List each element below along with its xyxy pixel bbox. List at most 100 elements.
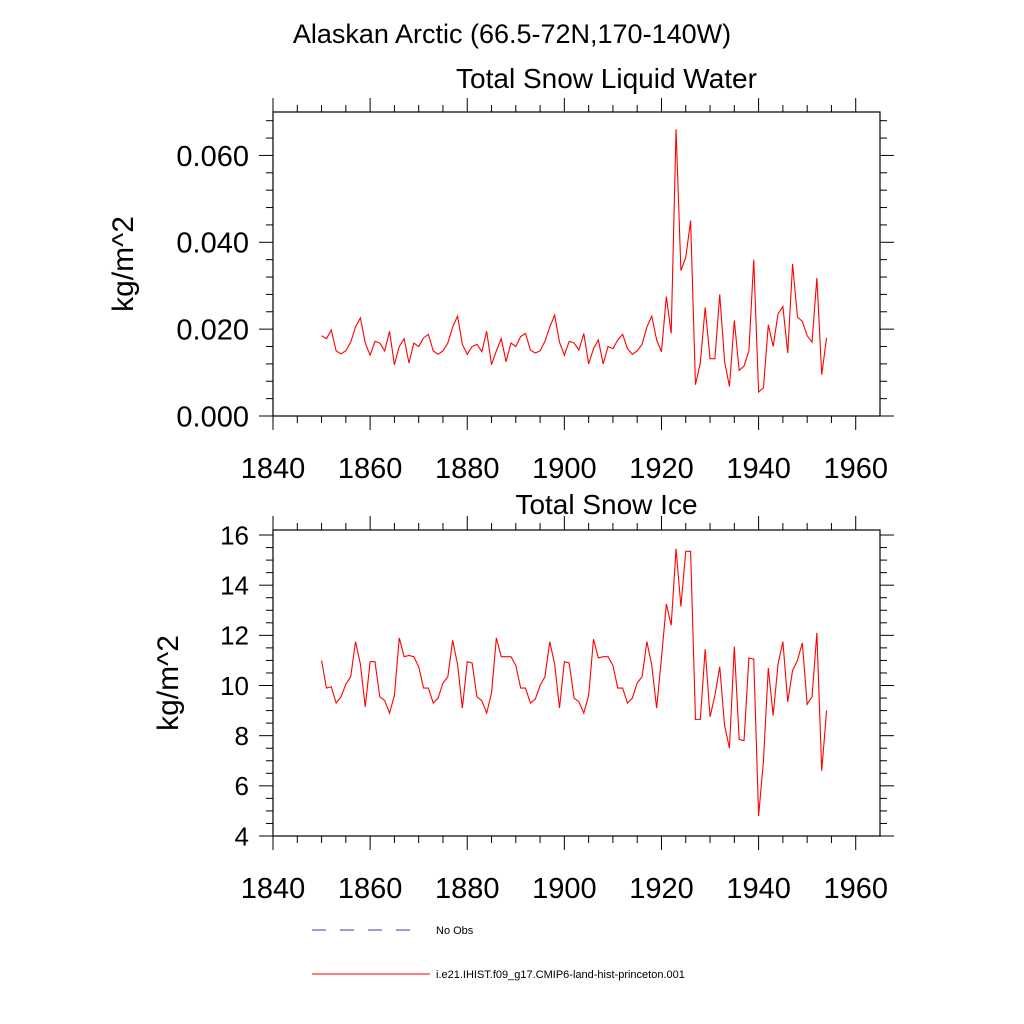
data-point [763,760,764,761]
data-point [768,324,769,325]
y-tick-label: 0.060 [176,141,249,173]
data-point [467,354,468,355]
data-point [569,662,570,663]
data-point [641,676,642,677]
data-point [719,294,720,295]
data-point [690,220,691,221]
data-point [709,358,710,359]
data-point [607,656,608,657]
data-point [355,641,356,642]
data-point [802,642,803,643]
data-point [787,352,788,353]
x-tick-label: 1860 [338,453,403,485]
data-point [675,548,676,549]
data-point [404,656,405,657]
data-point [583,712,584,713]
data-point [476,344,477,345]
data-point [729,748,730,749]
data-point [525,687,526,688]
legend-no-obs-label: No Obs [436,925,474,937]
data-point [734,320,735,321]
data-point [350,676,351,677]
data-point [554,315,555,316]
data-point [695,719,696,720]
data-point [593,639,594,640]
data-point [578,701,579,702]
data-point [777,664,778,665]
data-point [384,700,385,701]
data-point [598,339,599,340]
data-point [782,641,783,642]
data-point [345,684,346,685]
data-point [656,339,657,340]
data-point [549,641,550,642]
data-point [588,363,589,364]
figure-title: Alaskan Arctic (66.5-72N,170-140W) [293,19,731,49]
data-point [389,712,390,713]
data-point [743,740,744,741]
data-point [433,350,434,351]
data-point [724,725,725,726]
data-point [539,350,540,351]
data-point [331,329,332,330]
data-point [748,350,749,351]
data-point [782,306,783,307]
y-tick-label: 6 [235,771,249,801]
data-point [661,657,662,658]
data-point [627,348,628,349]
data-point [758,815,759,816]
data-point [637,682,638,683]
data-point [651,316,652,317]
data-point [496,350,497,351]
data-point [360,664,361,665]
data-point [564,355,565,356]
data-point [603,363,604,364]
y-axis-label: kg/m^2 [152,635,185,731]
data-point [331,686,332,687]
data-point [340,353,341,354]
data-point [826,337,827,338]
data-point [374,341,375,342]
data-point [447,676,448,677]
y-tick-label: 12 [220,621,249,651]
data-point [792,263,793,264]
data-point [714,358,715,359]
data-point [496,637,497,638]
data-point [603,656,604,657]
chart-panel-snow-ice: Total Snow Ice kg/m^2 1840 1860 1880 1900 1920… [152,489,894,905]
data-point [705,307,706,308]
data-point [491,692,492,693]
data-point [486,712,487,713]
data-point [515,665,516,666]
data-point [583,333,584,334]
data-point [743,365,744,366]
data-point [404,338,405,339]
data-point [719,666,720,667]
data-point [612,665,613,666]
data-point [345,350,346,351]
data-point [321,335,322,336]
data-point [452,640,453,641]
data-point [705,649,706,650]
data-point [370,661,371,662]
data-point [559,707,560,708]
data-point [428,334,429,335]
data-point [462,344,463,345]
data-point [734,646,735,647]
data-point [709,716,710,717]
data-point [535,699,536,700]
y-tick-label: 0.020 [176,315,249,347]
data-point [807,335,808,336]
data-point [564,661,565,662]
x-tick-label: 1860 [338,873,403,905]
data-point [573,342,574,343]
x-tick-label: 1900 [532,873,597,905]
data-point [539,685,540,686]
data-point [384,350,385,351]
data-point [418,346,419,347]
data-point [447,342,448,343]
data-point [379,342,380,343]
data-point [685,257,686,258]
legend: No Obs i.e21.IHIST.f09_g17.CMIP6-land-hi… [312,925,685,981]
data-point [680,606,681,607]
